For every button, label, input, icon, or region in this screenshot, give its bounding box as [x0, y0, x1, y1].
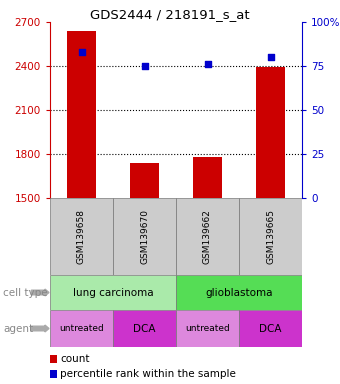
Bar — [50, 198, 113, 275]
Bar — [176, 198, 239, 275]
Bar — [239, 310, 302, 347]
Bar — [50, 310, 113, 347]
Text: untreated: untreated — [59, 324, 104, 333]
Text: GSM139665: GSM139665 — [266, 209, 275, 264]
Bar — [239, 198, 302, 275]
Text: count: count — [60, 354, 90, 364]
Bar — [176, 310, 239, 347]
Text: GDS2444 / 218191_s_at: GDS2444 / 218191_s_at — [90, 8, 250, 22]
Text: lung carcinoma: lung carcinoma — [73, 288, 153, 298]
Text: DCA: DCA — [259, 323, 282, 333]
Point — [205, 61, 210, 67]
Text: DCA: DCA — [133, 323, 156, 333]
Text: untreated: untreated — [185, 324, 230, 333]
Text: GSM139662: GSM139662 — [203, 209, 212, 264]
Text: glioblastoma: glioblastoma — [205, 288, 273, 298]
Bar — [176, 275, 302, 310]
Point — [268, 54, 273, 60]
Bar — [67, 31, 96, 198]
Point — [79, 49, 84, 55]
Text: agent: agent — [3, 323, 34, 333]
Text: GSM139670: GSM139670 — [140, 209, 149, 264]
Text: percentile rank within the sample: percentile rank within the sample — [60, 369, 236, 379]
Text: cell type: cell type — [3, 288, 48, 298]
Bar — [193, 157, 222, 198]
Point — [142, 63, 147, 69]
Bar — [130, 163, 159, 198]
Bar — [256, 68, 285, 198]
Bar — [113, 310, 176, 347]
Bar — [113, 198, 176, 275]
Text: GSM139658: GSM139658 — [77, 209, 86, 264]
Bar — [50, 275, 176, 310]
